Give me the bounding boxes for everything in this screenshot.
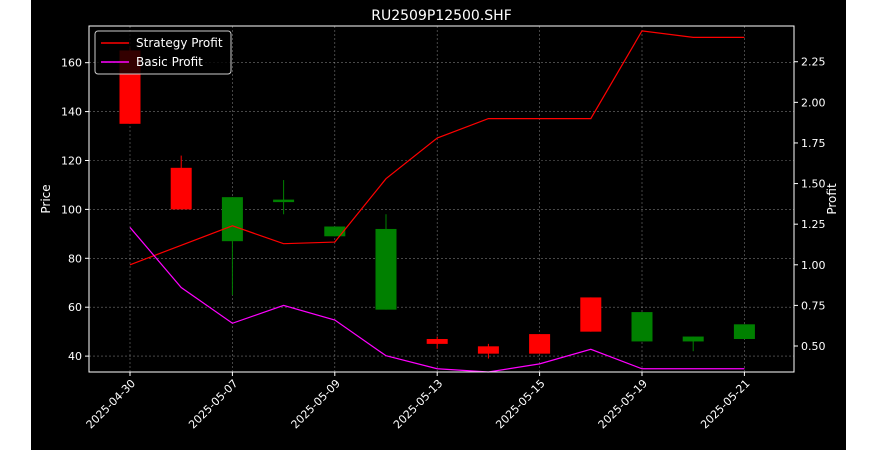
candle bbox=[375, 214, 397, 310]
candle-body bbox=[733, 324, 755, 339]
candle bbox=[682, 336, 704, 352]
y-right-tick-label: 2.00 bbox=[801, 96, 826, 109]
candle-body bbox=[221, 197, 243, 242]
basic-profit-line bbox=[129, 227, 745, 373]
grid-layer bbox=[89, 26, 794, 372]
candle bbox=[221, 197, 243, 295]
candle-body bbox=[529, 334, 551, 354]
candle-body bbox=[426, 338, 448, 344]
candle-body bbox=[375, 228, 397, 310]
strategy-profit-line bbox=[129, 30, 745, 266]
y-right-tick-label: 1.25 bbox=[801, 218, 826, 231]
candle-body bbox=[324, 226, 346, 237]
candle bbox=[170, 155, 192, 210]
candle bbox=[324, 226, 346, 237]
y-axis-right-label: Profit bbox=[825, 183, 839, 215]
figure-background bbox=[31, 0, 846, 450]
candle bbox=[529, 334, 551, 354]
legend-label-strategy-profit: Strategy Profit bbox=[136, 36, 223, 50]
y-right-tick-label: 0.75 bbox=[801, 299, 826, 312]
y-left-tick-label: 140 bbox=[61, 106, 82, 119]
plot-area-frame bbox=[88, 25, 795, 373]
candle-body bbox=[631, 312, 653, 342]
y-left-tick-label: 40 bbox=[68, 350, 82, 363]
candle bbox=[273, 180, 295, 215]
y-right-tick-label: 1.50 bbox=[801, 178, 826, 191]
candle-body bbox=[477, 346, 499, 354]
candle bbox=[477, 343, 499, 359]
y-right-tick-label: 2.25 bbox=[801, 56, 826, 69]
candle-body bbox=[682, 336, 704, 342]
y-right-tick-label: 1.00 bbox=[801, 259, 826, 272]
y-left-tick-label: 100 bbox=[61, 203, 82, 216]
chart-title: RU2509P12500.SHF bbox=[371, 8, 512, 24]
y-left-tick-label: 160 bbox=[61, 57, 82, 70]
legend-label-basic-profit: Basic Profit bbox=[136, 55, 203, 69]
candle bbox=[426, 336, 448, 349]
y-right-tick-label: 0.50 bbox=[801, 340, 826, 353]
y-right-tick-label: 1.75 bbox=[801, 137, 826, 150]
legend: Strategy Profit Basic Profit bbox=[94, 30, 232, 75]
candle bbox=[733, 324, 755, 339]
y-left-tick-label: 80 bbox=[68, 252, 82, 265]
y-axis-left-label: Price bbox=[39, 184, 53, 213]
candle-body bbox=[580, 297, 602, 332]
candle bbox=[631, 312, 653, 342]
candle-body bbox=[273, 199, 295, 203]
candle-body bbox=[170, 167, 192, 210]
legend-box bbox=[94, 30, 232, 75]
y-left-tick-label: 120 bbox=[61, 154, 82, 167]
line-layer bbox=[129, 30, 745, 373]
candle bbox=[580, 297, 602, 332]
y-left-tick-label: 60 bbox=[68, 301, 82, 314]
